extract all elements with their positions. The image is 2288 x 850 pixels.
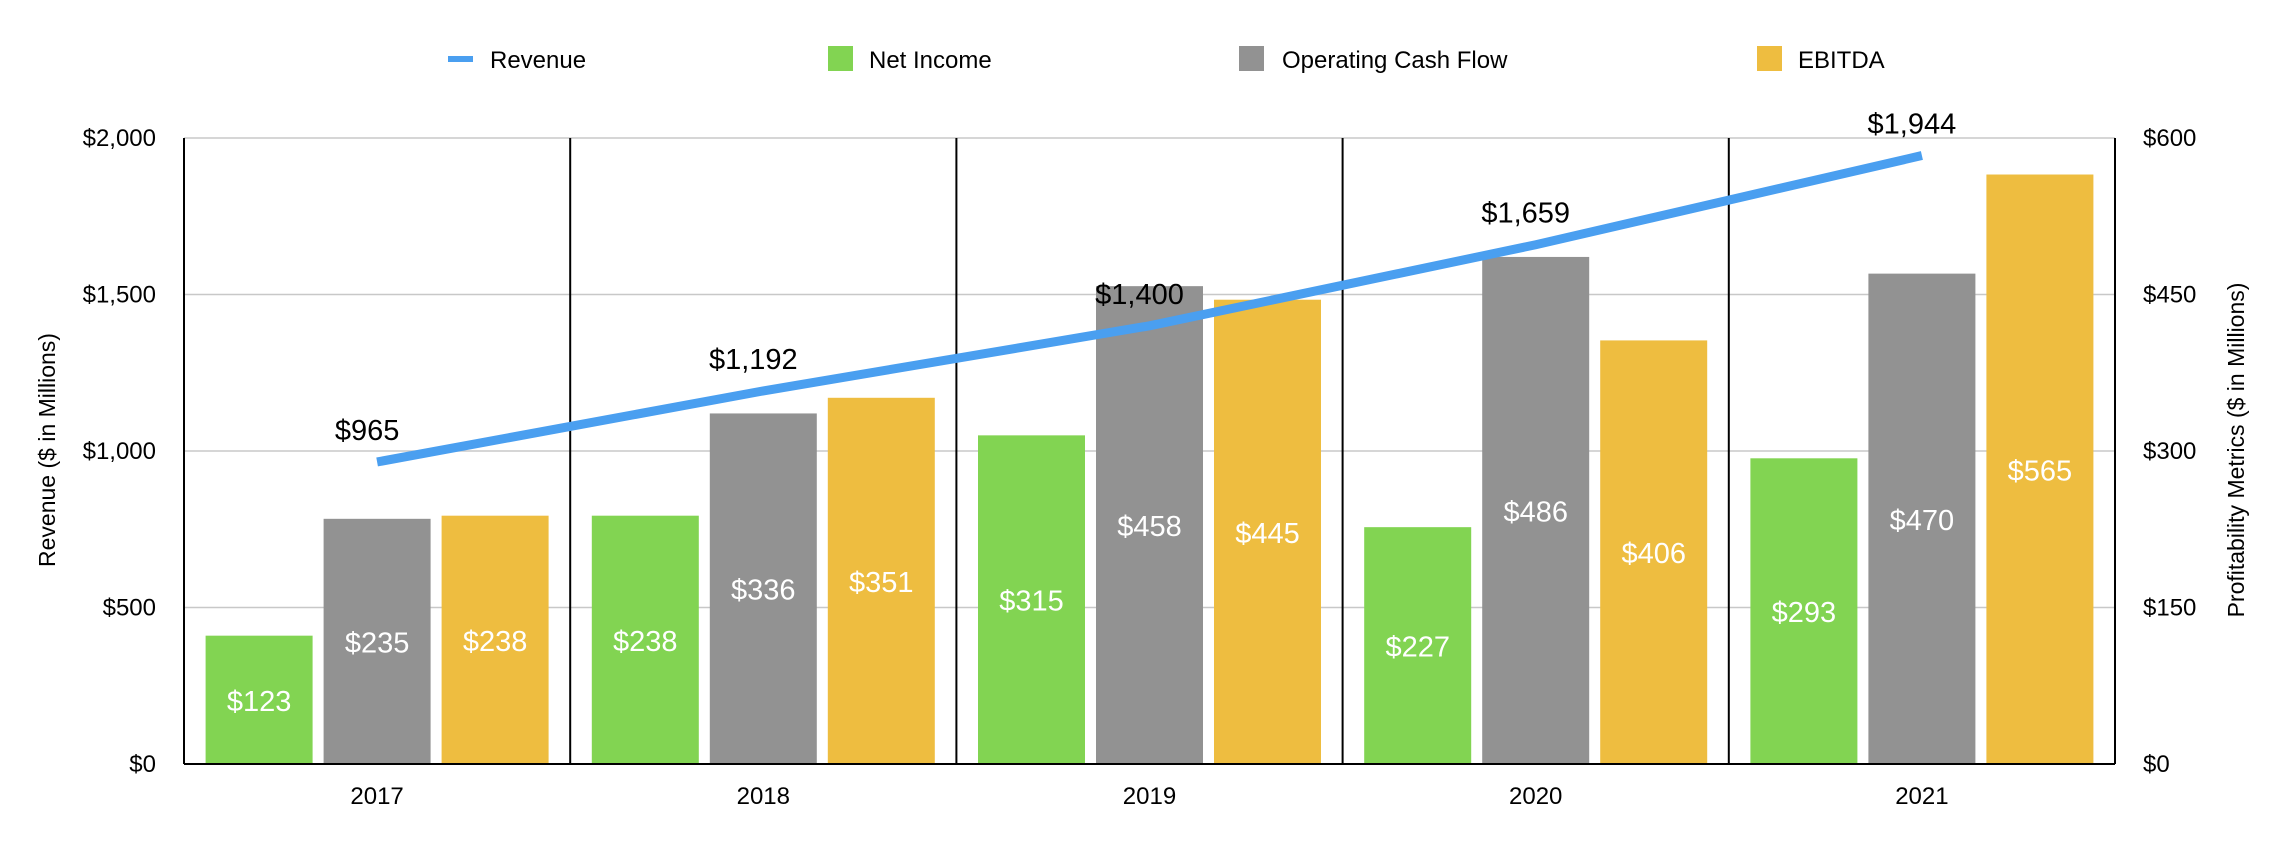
- ebitda-bar: [1214, 299, 1321, 764]
- net-income-bar: [1750, 458, 1858, 764]
- ebitda-value-label: $565: [2008, 455, 2073, 487]
- legend-swatch-ebitda: [1757, 46, 1782, 71]
- operating-cash-flow-value-label: $458: [1117, 511, 1182, 543]
- legend-label-net-income: Net Income: [869, 47, 992, 74]
- y-tick-label: $0: [129, 751, 156, 778]
- y-tick-label: $1,000: [83, 438, 156, 465]
- ebitda-value-label: $445: [1235, 518, 1300, 550]
- x-tick-label: 2018: [737, 783, 790, 810]
- labels: $123 $235 $238 $238 $336 $351 $315 $458 $445 $227…: [227, 109, 2072, 718]
- ebitda-value-label: $351: [849, 567, 914, 599]
- ebitda-bar: [827, 397, 935, 764]
- revenue-value-label: $1,192: [709, 344, 798, 376]
- x-tick-label: 2019: [1123, 783, 1176, 810]
- axes: $0 $500 $1,000 $1,500 $2,000 $0 $150 $300 $450 $6…: [83, 125, 2197, 810]
- y-tick-label: $500: [103, 595, 156, 622]
- y2-tick-label: $300: [2143, 438, 2196, 465]
- operating-cash-flow-value-label: $235: [345, 627, 410, 659]
- net-income-value-label: $123: [227, 686, 292, 718]
- revenue-value-label: $1,400: [1095, 279, 1184, 311]
- revenue-value-label: $1,659: [1481, 198, 1570, 230]
- operating-cash-flow-value-label: $486: [1503, 496, 1568, 528]
- legend-label-revenue: Revenue: [490, 47, 586, 74]
- operating-cash-flow-bar: [1096, 286, 1203, 764]
- net-income-value-label: $315: [999, 586, 1064, 618]
- y-tick-label: $1,500: [83, 282, 156, 309]
- ebitda-bar: [1600, 340, 1708, 764]
- legend-label-ebitda: EBITDA: [1798, 47, 1885, 74]
- bars: [205, 174, 2094, 764]
- ebitda-value-label: $238: [463, 626, 528, 658]
- revenue-line-layer: [376, 151, 1923, 467]
- net-income-bar: [978, 435, 1085, 764]
- y2-tick-label: $450: [2143, 282, 2196, 309]
- operating-cash-flow-value-label: $336: [731, 575, 796, 607]
- legend-label-operating-cash-flow: Operating Cash Flow: [1282, 47, 1508, 74]
- net-income-value-label: $238: [613, 626, 678, 658]
- revenue-line: [376, 151, 1923, 467]
- x-tick-label: 2017: [350, 783, 403, 810]
- net-income-value-label: $227: [1385, 632, 1450, 664]
- operating-cash-flow-bar: [709, 413, 817, 764]
- y-tick-label: $2,000: [83, 125, 156, 152]
- net-income-value-label: $293: [1772, 597, 1837, 629]
- ebitda-value-label: $406: [1621, 538, 1686, 570]
- y2-tick-label: $0: [2143, 751, 2170, 778]
- revenue-value-label: $965: [335, 415, 400, 447]
- x-tick-label: 2020: [1509, 783, 1562, 810]
- ebitda-bar: [441, 515, 549, 764]
- y-axis-title: Revenue ($ in Millions): [34, 333, 60, 567]
- y2-axis-title: Profitability Metrics ($ in Millions): [2223, 283, 2249, 618]
- operating-cash-flow-value-label: $470: [1890, 505, 1955, 537]
- legend-swatch-net-income: [828, 46, 853, 71]
- operating-cash-flow-bar: [1868, 273, 1976, 764]
- net-income-bar: [205, 635, 313, 764]
- legend: Revenue Net Income Operating Cash Flow EBIT…: [448, 46, 1885, 74]
- net-income-bar: [1364, 527, 1472, 764]
- ebitda-bar: [1986, 174, 2094, 764]
- operating-cash-flow-bar: [323, 518, 431, 764]
- operating-cash-flow-bar: [1482, 256, 1590, 764]
- y2-tick-label: $150: [2143, 595, 2196, 622]
- revenue-value-label: $1,944: [1868, 109, 1957, 141]
- net-income-bar: [591, 515, 699, 764]
- y2-tick-label: $600: [2143, 125, 2196, 152]
- legend-swatch-operating-cash-flow: [1239, 46, 1264, 71]
- x-tick-label: 2021: [1895, 783, 1948, 810]
